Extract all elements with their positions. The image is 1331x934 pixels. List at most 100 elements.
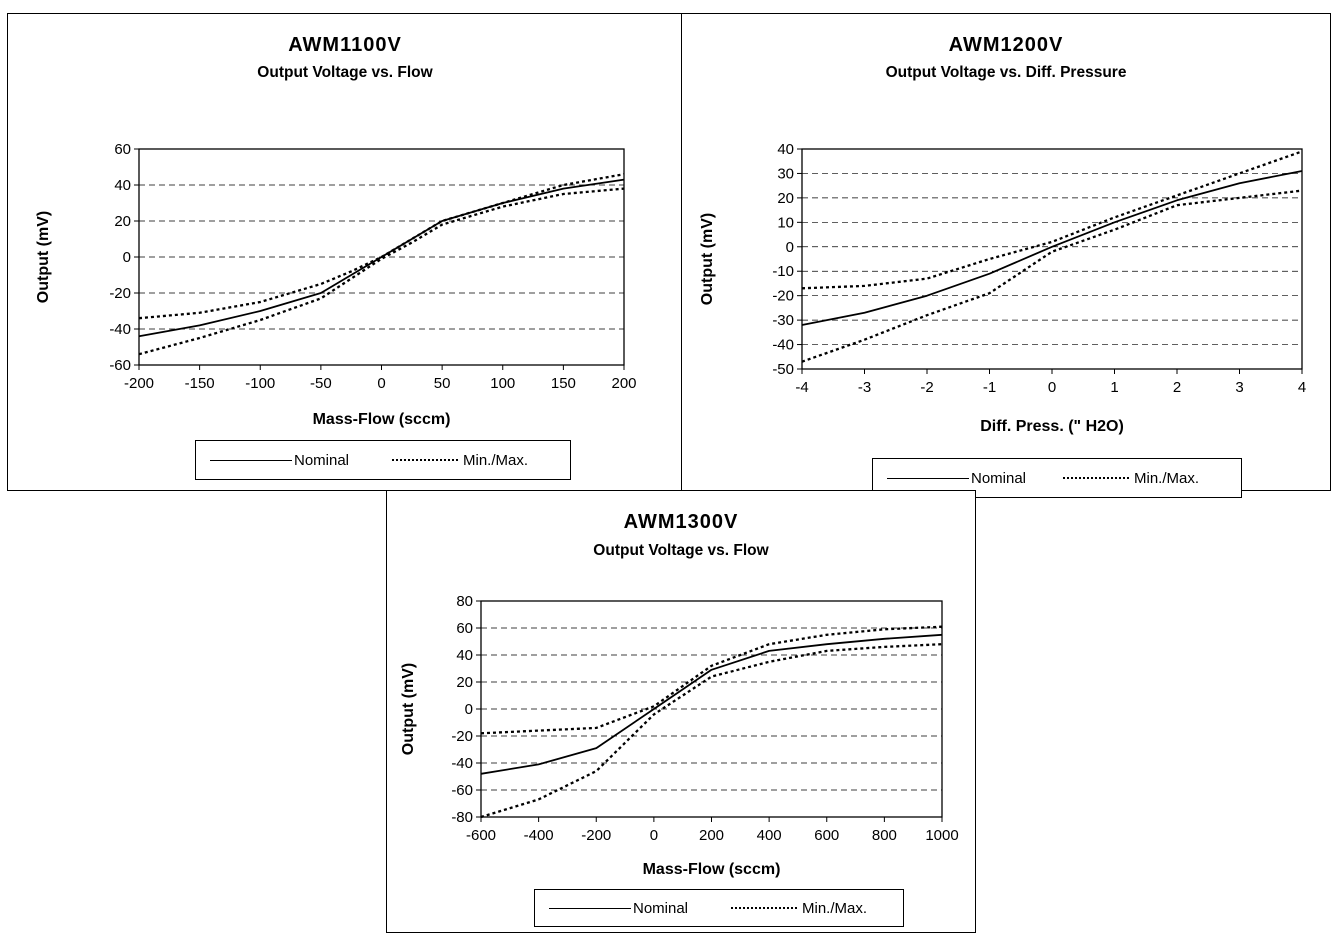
legend-minmax: Min./Max.	[392, 441, 528, 479]
y-tick-label: 40	[456, 647, 473, 664]
x-tick-label: -600	[466, 827, 496, 844]
chart-subtitle: Output Voltage vs. Diff. Pressure	[885, 64, 1127, 81]
series-line-nominal	[480, 633, 943, 775]
y-axis-label: Output (mV)	[35, 211, 52, 303]
series-line-min	[138, 187, 625, 356]
legend-nominal: Nominal	[549, 890, 688, 926]
legend-nominal-label: Nominal	[294, 451, 350, 469]
x-tick-label: 1000	[925, 827, 958, 844]
x-tick-label: 600	[814, 827, 839, 844]
x-tick-label: -2	[920, 379, 933, 396]
chart-panel-awm1300v: AWM1300V Output Voltage vs. Flow 80 60 40 2…	[386, 490, 976, 933]
x-tick-label: -200	[124, 375, 154, 392]
legend-solid-swatch	[549, 907, 631, 909]
y-tick-label: 10	[777, 214, 794, 231]
chart-subtitle: Output Voltage vs. Flow	[257, 64, 433, 81]
y-tick-label: 0	[123, 249, 131, 266]
x-tick-label: -3	[858, 379, 871, 396]
legend-minmax-label: Min./Max.	[1134, 469, 1200, 487]
y-axis-label: Output (mV)	[699, 213, 716, 305]
series-line-max	[801, 150, 1303, 290]
legend-nominal-label: Nominal	[633, 899, 689, 917]
chart-subtitle: Output Voltage vs. Flow	[593, 542, 769, 559]
y-tick-label: 20	[777, 190, 794, 207]
legend-dotted-swatch	[1063, 477, 1129, 479]
x-tick-label: 2	[1173, 379, 1181, 396]
x-axis-label: Mass-Flow (sccm)	[313, 411, 451, 428]
y-tick-label: 40	[777, 141, 794, 158]
legend-solid-swatch	[210, 459, 292, 461]
y-tick-label: 0	[786, 239, 794, 256]
chart-title: AWM1300V	[623, 511, 739, 533]
x-tick-label: -400	[524, 827, 554, 844]
series-line-max	[138, 173, 625, 320]
y-tick-label: -30	[772, 312, 794, 329]
chart-title: AWM1200V	[948, 34, 1064, 56]
x-tick-label: 150	[551, 375, 576, 392]
x-tick-label: 50	[434, 375, 451, 392]
x-tick-label: 200	[699, 827, 724, 844]
legend-minmax: Min./Max.	[1063, 459, 1199, 497]
y-tick-label: -40	[109, 321, 131, 338]
chart-legend: Nominal Min./Max.	[872, 458, 1242, 498]
x-axis-label: Diff. Press. (" H2O)	[980, 418, 1124, 435]
legend-solid-swatch	[887, 477, 969, 479]
x-tick-label: -50	[310, 375, 332, 392]
y-tick-label: -20	[451, 728, 473, 745]
legend-nominal: Nominal	[210, 441, 349, 479]
legend-dotted-swatch	[731, 907, 797, 909]
x-tick-label: 200	[611, 375, 636, 392]
legend-minmax: Min./Max.	[731, 890, 867, 926]
chart-panel-awm1100v: AWM1100V Output Voltage vs. Flow 60 40 20 0…	[7, 13, 683, 491]
chart-title: AWM1100V	[288, 34, 402, 56]
x-tick-label: -150	[185, 375, 215, 392]
x-tick-label: 800	[872, 827, 897, 844]
x-tick-label: 0	[377, 375, 385, 392]
x-tick-label: 400	[757, 827, 782, 844]
x-axis-label: Mass-Flow (sccm)	[643, 861, 781, 878]
chart-panel-awm1200v: AWM1200V Output Voltage vs. Diff. Pressu…	[681, 13, 1331, 498]
y-tick-label: -50	[772, 361, 794, 378]
x-tick-label: -100	[245, 375, 275, 392]
legend-nominal-label: Nominal	[971, 469, 1027, 487]
x-tick-label: 100	[490, 375, 515, 392]
y-tick-label: 60	[114, 141, 131, 158]
legend-minmax-label: Min./Max.	[802, 899, 868, 917]
legend-minmax-label: Min./Max.	[463, 451, 529, 469]
y-tick-label: 80	[456, 593, 473, 610]
x-tick-label: -200	[581, 827, 611, 844]
legend-nominal: Nominal	[887, 459, 1026, 497]
series-line-min	[801, 189, 1303, 363]
series-line-max	[480, 625, 943, 735]
y-tick-label: -40	[451, 755, 473, 772]
x-tick-label: 3	[1235, 379, 1243, 396]
y-axis-label: Output (mV)	[400, 663, 417, 755]
y-tick-label: 20	[456, 674, 473, 691]
y-tick-label: 40	[114, 177, 131, 194]
y-tick-label: -40	[772, 337, 794, 354]
x-tick-label: 0	[1048, 379, 1056, 396]
y-tick-label: -20	[772, 288, 794, 305]
y-tick-label: -60	[451, 782, 473, 799]
y-tick-label: -10	[772, 263, 794, 280]
y-tick-label: 0	[465, 701, 473, 718]
x-tick-label: 0	[650, 827, 658, 844]
y-tick-label: -80	[451, 809, 473, 826]
x-tick-label: -1	[983, 379, 996, 396]
series-line-nominal	[801, 170, 1303, 326]
chart-legend: Nominal Min./Max.	[534, 889, 904, 927]
x-tick-label: 1	[1110, 379, 1118, 396]
chart-legend: Nominal Min./Max.	[195, 440, 571, 480]
y-tick-label: 30	[777, 165, 794, 182]
series-line-nominal	[138, 178, 625, 338]
x-tick-label: 4	[1298, 379, 1306, 396]
x-tick-label: -4	[795, 379, 808, 396]
y-tick-label: 20	[114, 213, 131, 230]
y-tick-label: -60	[109, 357, 131, 374]
y-tick-label: -20	[109, 285, 131, 302]
legend-dotted-swatch	[392, 459, 458, 461]
y-tick-label: 60	[456, 620, 473, 637]
